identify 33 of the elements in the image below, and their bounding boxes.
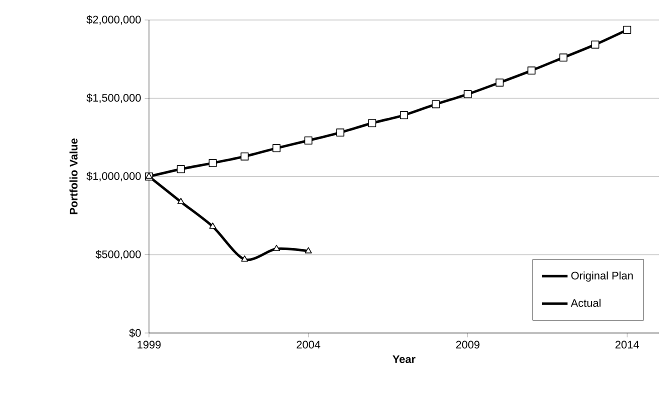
point [209,222,216,229]
point [623,26,632,34]
x-axis-title: Year [392,355,416,364]
point [241,255,248,262]
legend-label: Actual [570,298,600,307]
y-tick-label: $1,500,000 [86,93,141,104]
point [528,66,536,75]
point [240,152,249,160]
x-tick-label: 2014 [615,340,639,349]
point [368,119,376,128]
legend-label: Original Plan [571,271,633,282]
point [304,247,312,254]
point [272,144,280,152]
point [591,40,600,49]
y-tick-label: $2,000,000 [86,15,141,25]
point [400,111,408,120]
x-tick-label: 2004 [296,340,320,349]
point [304,136,312,144]
y-tick-label: $0 [129,328,141,338]
y-tick-label: $1,000,000 [86,172,141,182]
point [176,165,185,174]
point [559,54,568,62]
point [432,100,440,108]
point [496,78,504,87]
point [208,159,217,168]
point [272,244,280,251]
x-tick-label: 2009 [456,340,480,349]
y-tick-label: $500,000 [96,250,141,260]
point [177,198,184,204]
x-tick-label: 1999 [138,340,161,349]
point [464,90,472,98]
point [336,128,344,137]
y-axis-title: Portfolio Value [69,138,78,214]
